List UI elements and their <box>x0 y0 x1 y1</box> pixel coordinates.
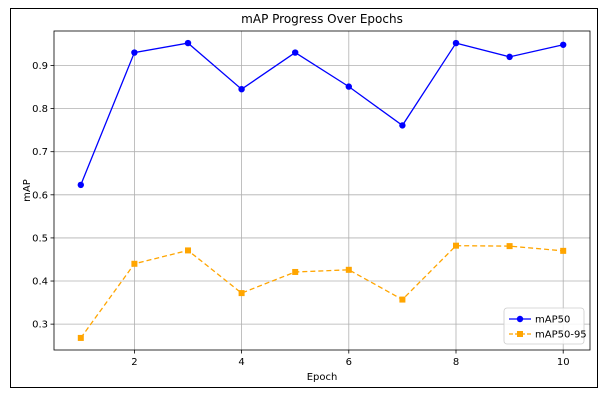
axis-ticks: 2 4 6 8 10 0.3 0.4 0.5 0.6 0.7 0.8 0.9 <box>32 61 569 368</box>
data-point <box>131 260 138 267</box>
data-point <box>560 247 567 254</box>
data-point <box>506 243 513 250</box>
legend-label: mAP50-95 <box>535 330 587 341</box>
legend-box <box>503 307 585 345</box>
x-tick-label: 2 <box>131 357 137 368</box>
data-point <box>238 85 245 93</box>
data-point <box>453 242 459 249</box>
data-point <box>452 39 460 47</box>
legend: mAP50 mAP50-95 <box>503 307 587 345</box>
data-point <box>131 49 138 56</box>
y-tick-label: 0.8 <box>32 104 48 115</box>
data-point <box>77 181 85 189</box>
y-tick-label: 0.5 <box>32 233 48 244</box>
series-map50 <box>77 39 567 189</box>
grid-lines <box>54 31 590 350</box>
data-point <box>184 39 192 47</box>
y-tick-label: 0.7 <box>32 147 48 158</box>
data-point <box>399 122 406 129</box>
data-point <box>238 290 245 297</box>
data-point <box>185 247 191 254</box>
x-tick-label: 4 <box>238 357 244 368</box>
data-point <box>506 53 513 61</box>
data-point <box>345 266 352 273</box>
y-axis-label: mAP <box>22 179 33 202</box>
y-tick-label: 0.9 <box>32 61 48 72</box>
series-line <box>80 42 564 186</box>
x-axis-label: Epoch <box>307 372 338 383</box>
series-map50-95 <box>77 242 567 341</box>
x-tick-label: 6 <box>346 357 352 368</box>
data-point <box>77 334 84 341</box>
series-line <box>80 245 564 339</box>
legend-marker <box>516 315 524 323</box>
x-tick-label: 8 <box>453 357 459 368</box>
data-point <box>345 83 352 90</box>
chart-title: mAP Progress Over Epochs <box>241 12 403 26</box>
data-point <box>399 296 406 303</box>
y-tick-label: 0.6 <box>32 190 48 201</box>
legend-marker <box>517 331 523 337</box>
series-layer <box>77 39 567 341</box>
data-point <box>292 49 299 56</box>
y-tick-label: 0.3 <box>32 320 48 331</box>
plot-area <box>53 30 591 351</box>
figure-frame <box>10 8 598 388</box>
data-point <box>560 41 567 48</box>
x-tick-label: 10 <box>557 357 570 368</box>
data-point <box>292 268 299 275</box>
legend-label: mAP50 <box>535 315 570 326</box>
y-tick-label: 0.4 <box>32 277 48 288</box>
